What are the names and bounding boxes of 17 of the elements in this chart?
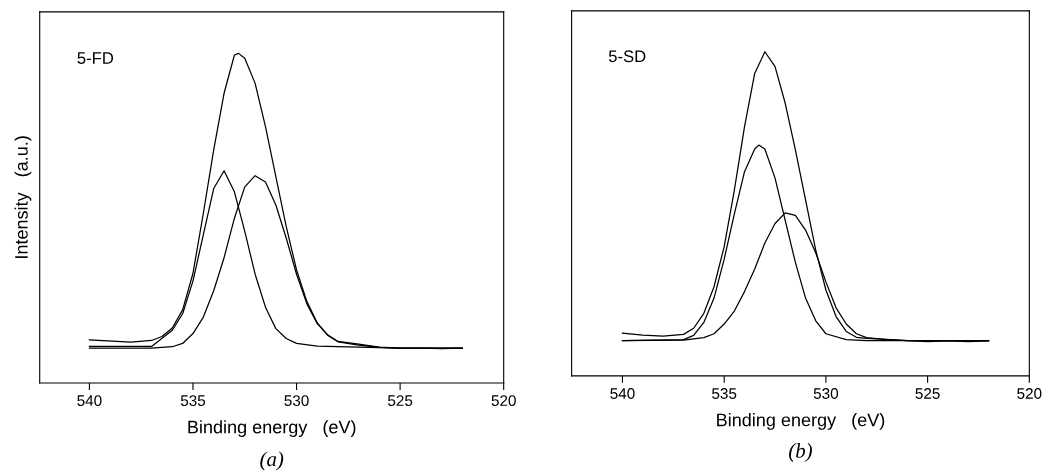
annotation: 5-SD	[608, 50, 646, 63]
x-tick-label: 535	[180, 395, 206, 407]
x-tick-label: 530	[284, 395, 309, 407]
x-tick-label: 520	[1017, 388, 1042, 399]
x-tick-label: 535	[712, 388, 737, 399]
x-tick-label: 525	[387, 395, 413, 407]
x-axis-title: Binding energy (eV)	[717, 413, 885, 430]
x-tick-label: 520	[491, 395, 516, 407]
y-axis-title: Intensity (a.u.)	[14, 136, 32, 258]
x-tick-label: 540	[610, 388, 635, 399]
text: (a)	[260, 451, 284, 471]
text: (b)	[789, 443, 812, 462]
x-tick-label: 525	[915, 388, 940, 399]
x-axis-title: Binding energy (eV)	[188, 420, 356, 437]
x-tick-label: 530	[813, 388, 839, 399]
x-tick-label: 540	[77, 395, 102, 407]
annotation: 5-FD	[77, 52, 114, 64]
